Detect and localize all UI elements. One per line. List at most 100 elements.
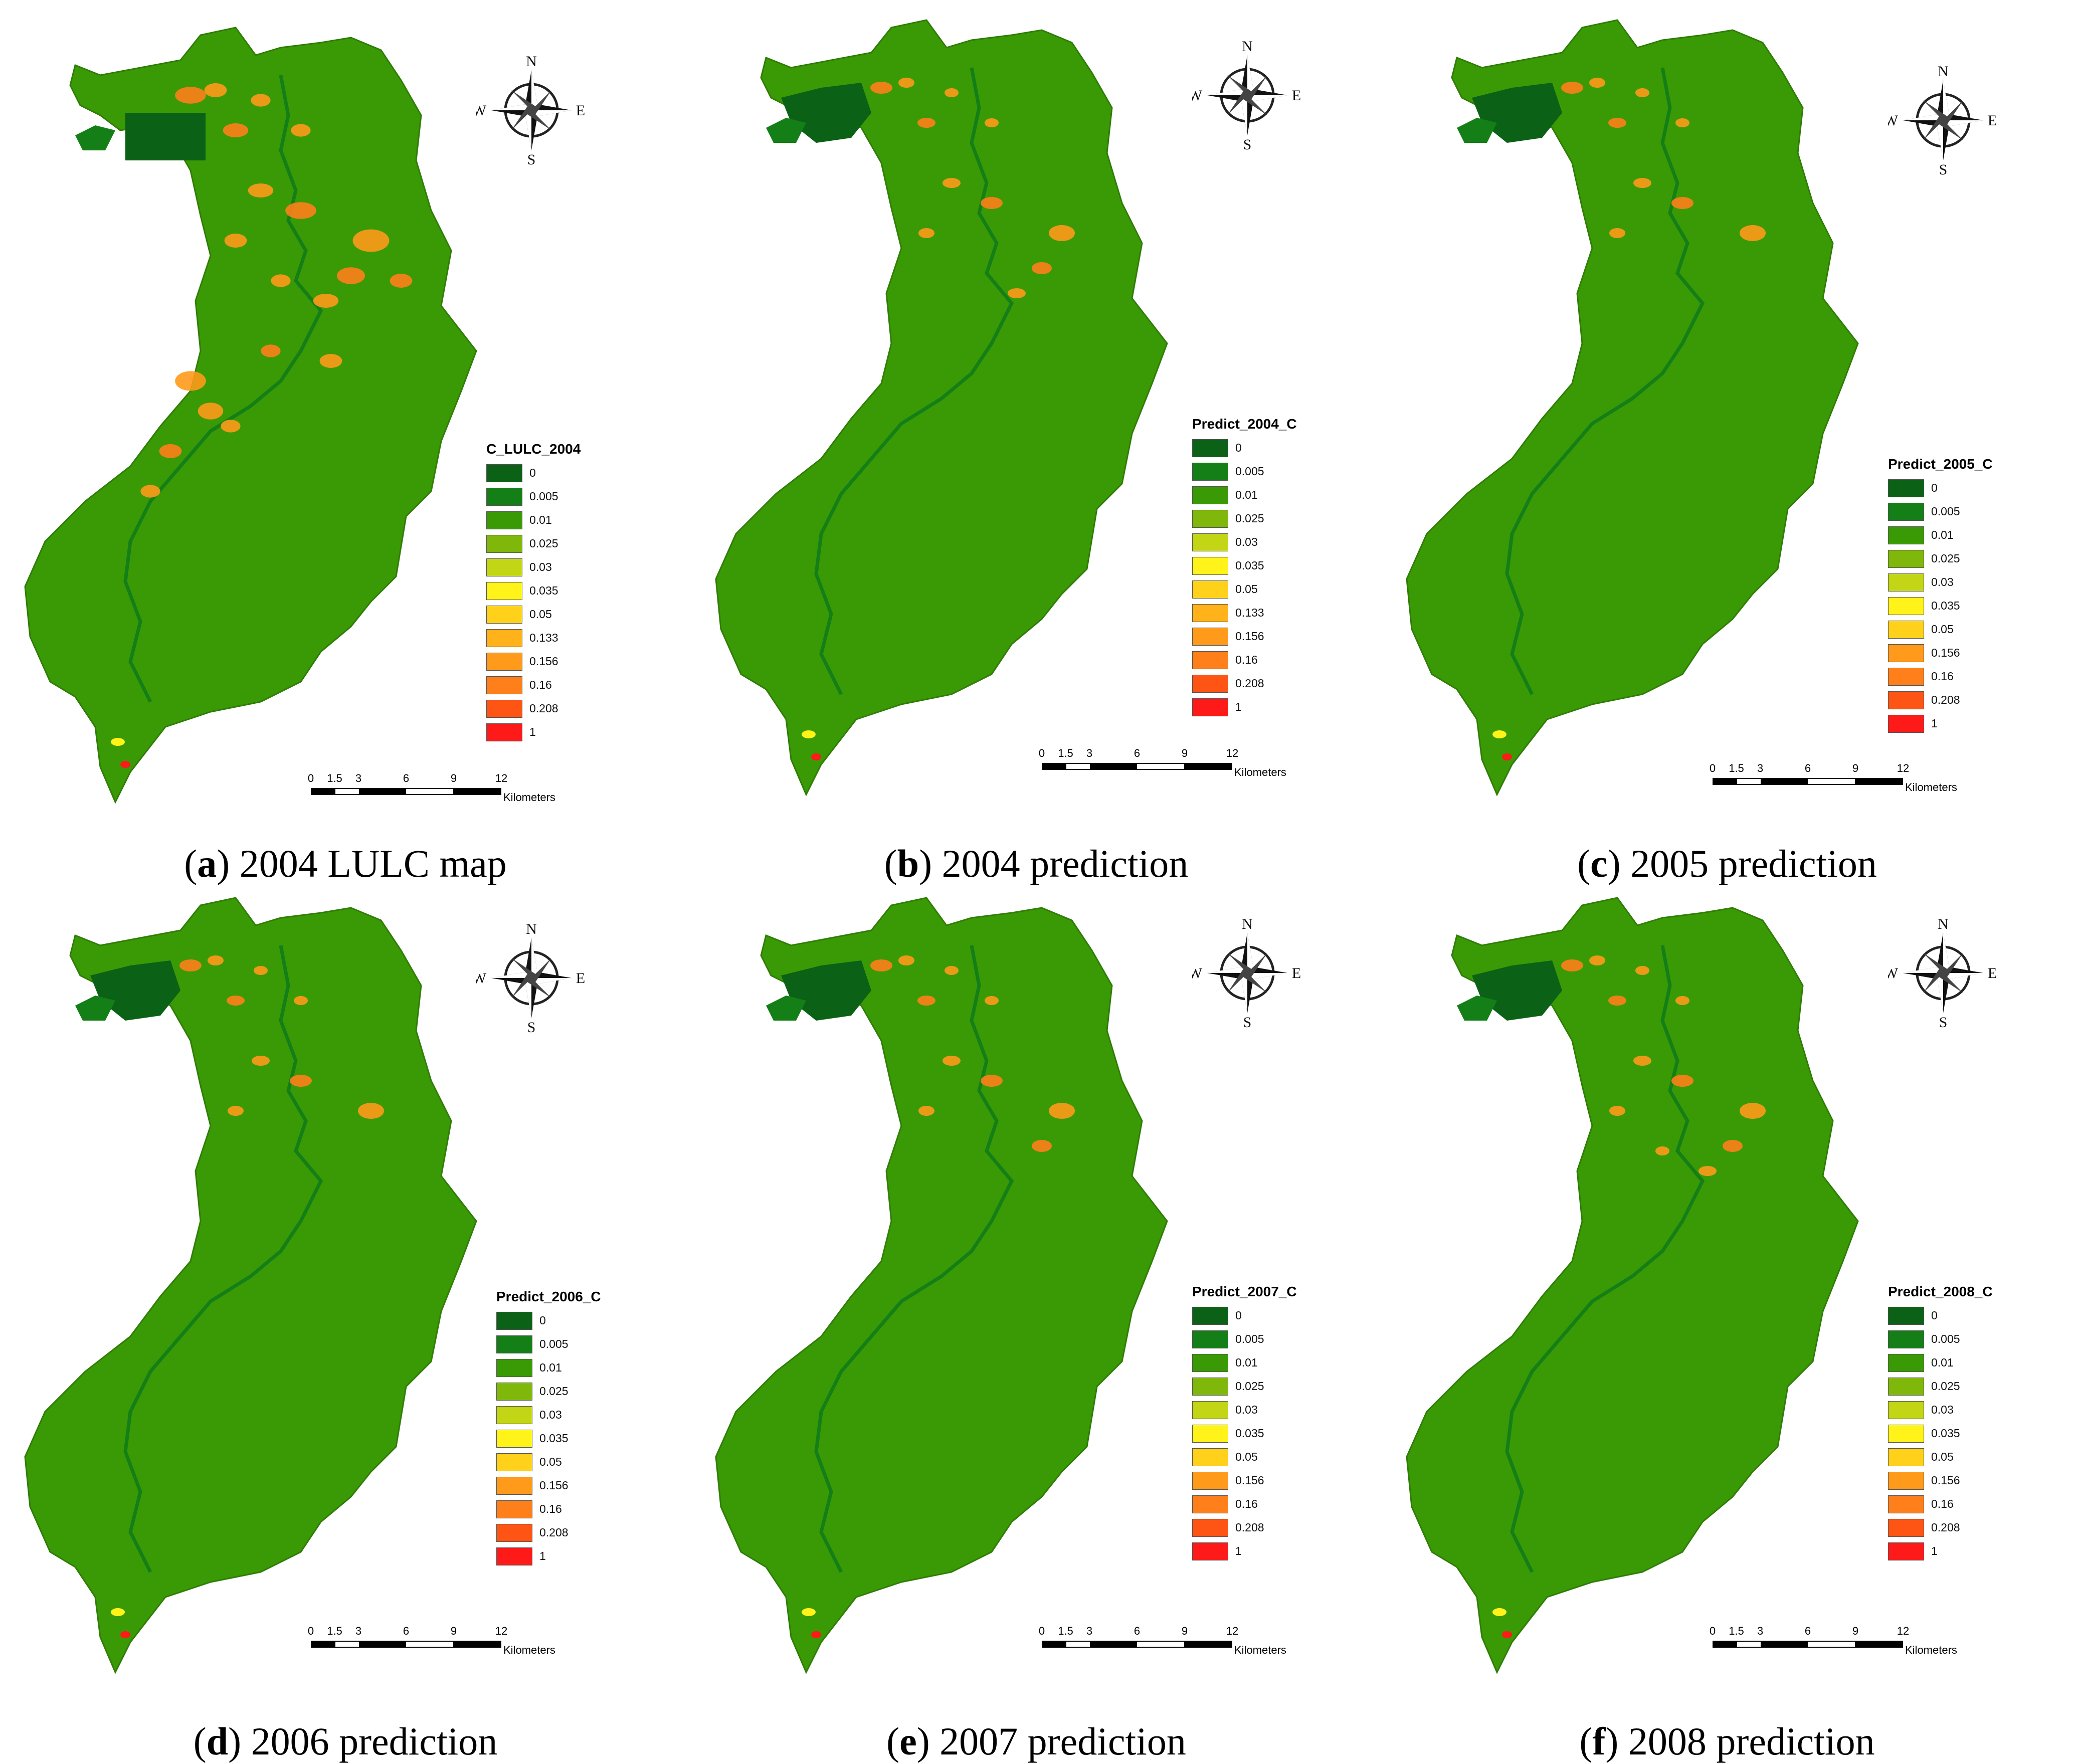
legend-item: 0.05: [1192, 577, 1297, 601]
caption-text: 2005 prediction: [1630, 842, 1877, 885]
legend-item: 0.005: [1192, 460, 1297, 483]
legend-label: 0.03: [1931, 575, 1954, 589]
river-channel: [1505, 945, 1705, 1573]
scale-segment: [359, 1642, 406, 1647]
panel-caption: (b) 2004 prediction: [884, 842, 1189, 885]
legend-label: 0.16: [1931, 670, 1954, 683]
legend-label: 0.005: [1235, 1332, 1264, 1345]
erosion-patch: [294, 996, 308, 1005]
legend-item: 0.03: [1192, 530, 1297, 554]
scale-segment: [1737, 1642, 1761, 1647]
erosion-patch: [1740, 1103, 1766, 1119]
edge-patch: [1502, 1631, 1512, 1638]
erosion-patch: [981, 1075, 1003, 1087]
lulc-map: [715, 19, 1168, 797]
legend-item: 0.035: [1192, 1422, 1297, 1445]
erosion-patch: [1608, 118, 1626, 128]
panel-caption: (c) 2005 prediction: [1577, 842, 1877, 885]
legend-title: Predict_2004_C: [1192, 416, 1297, 432]
compass-east-label: E: [576, 970, 585, 987]
edge-patch: [811, 1631, 821, 1638]
legend-swatch: [1888, 1353, 1924, 1372]
scale-tick-label: 6: [403, 1625, 410, 1637]
legend-item: 0.01: [1192, 483, 1297, 507]
legend-label: 0.156: [1931, 646, 1960, 659]
legend-swatch: [1192, 1448, 1228, 1466]
legend-item: 0.035: [1192, 554, 1297, 577]
legend-label: 0.025: [1235, 1380, 1264, 1393]
legend-item: 0.035: [486, 579, 581, 603]
legend-label: 0.01: [539, 1361, 562, 1374]
legend-swatch: [1192, 556, 1228, 575]
scale-tick-label: 6: [1804, 1625, 1811, 1637]
legend-swatch: [1888, 549, 1924, 568]
legend-label: 0.05: [539, 1455, 562, 1468]
compass-west-label: W: [1888, 112, 1899, 129]
legend-swatch: [486, 652, 522, 671]
erosion-patch: [223, 123, 249, 137]
compass-east-label: E: [1292, 965, 1301, 982]
legend-label: 0.035: [1931, 1427, 1960, 1440]
compass-south-label: S: [1243, 136, 1252, 150]
legend-item: 0.025: [496, 1380, 601, 1403]
legend-item: 0.05: [1888, 1445, 1993, 1469]
dense-forest-zone: [125, 113, 206, 160]
scale-segment: [1137, 764, 1184, 769]
legend-label: 0.208: [529, 702, 558, 715]
scale-tick-label: 12: [495, 772, 508, 785]
legend-label: 0.156: [539, 1479, 569, 1492]
lulc-map: [24, 897, 477, 1674]
map-legend: Predict_2005_C 0 0.005 0.01 0.025 0.03 0.035 0.…: [1888, 456, 1993, 735]
legend-label: 0.035: [1931, 599, 1960, 612]
erosion-patch: [1008, 288, 1026, 298]
scale-segment: [1761, 779, 1808, 784]
legend-swatch: [1888, 1377, 1924, 1396]
legend-item: 0.035: [1888, 594, 1993, 618]
legend-item: 0.05: [1888, 618, 1993, 641]
legend-label: 0.01: [1235, 1356, 1258, 1369]
legend-swatch: [486, 558, 522, 576]
legend-swatch: [1192, 1471, 1228, 1490]
erosion-patch: [254, 966, 268, 975]
forest-edge-zone: [766, 118, 806, 143]
map-panel-d: N S E W Predict_2006_C 0 0.005 0.01 0.025 0.03 0.0…: [0, 878, 691, 1763]
erosion-patch: [175, 371, 206, 391]
map-panel-f: N S E W Predict_2008_C 0 0.005 0.01 0.025 0.03 0.0…: [1382, 878, 2072, 1763]
scale-unit-label: Kilometers: [1905, 781, 1957, 794]
legend-swatch: [486, 699, 522, 718]
legend-swatch: [496, 1311, 532, 1330]
legend-label: 0.05: [1931, 623, 1954, 636]
watershed-area: [715, 19, 1168, 797]
legend-swatch: [496, 1547, 532, 1565]
legend-swatch: [496, 1382, 532, 1401]
scale-tick-label: 9: [1852, 1625, 1859, 1637]
erosion-patch: [1032, 262, 1052, 274]
edge-patch: [811, 753, 821, 760]
legend-label: 0.05: [1931, 1450, 1954, 1463]
edge-patch: [120, 761, 130, 768]
erosion-patch: [945, 966, 959, 975]
scale-segment: [335, 1642, 359, 1647]
erosion-patch: [159, 444, 182, 458]
scale-segment: [1043, 1642, 1066, 1647]
legend-swatch: [1888, 502, 1924, 521]
scale-segment: [1066, 1642, 1090, 1647]
erosion-patch: [1633, 1056, 1651, 1066]
legend-label: 0.208: [1235, 677, 1264, 690]
scale-segment: [1714, 1642, 1737, 1647]
river-channel: [123, 75, 323, 703]
legend-label: 0.208: [539, 1526, 569, 1539]
legend-swatch: [1888, 1424, 1924, 1443]
legend-label: 0.005: [529, 490, 558, 503]
legend-item: 0.025: [486, 532, 581, 555]
scale-tick-label: 3: [1086, 1625, 1093, 1637]
legend-item: 0.03: [1192, 1398, 1297, 1422]
legend-title: Predict_2005_C: [1888, 456, 1993, 472]
legend-label: 0.03: [1931, 1403, 1954, 1416]
legend-label: 0.133: [1235, 606, 1264, 619]
map-legend: Predict_2004_C 0 0.005 0.01 0.025 0.03 0.035 0.…: [1192, 416, 1297, 719]
scale-segment: [1808, 779, 1855, 784]
erosion-patch: [943, 1056, 961, 1066]
erosion-patch: [1671, 197, 1693, 209]
